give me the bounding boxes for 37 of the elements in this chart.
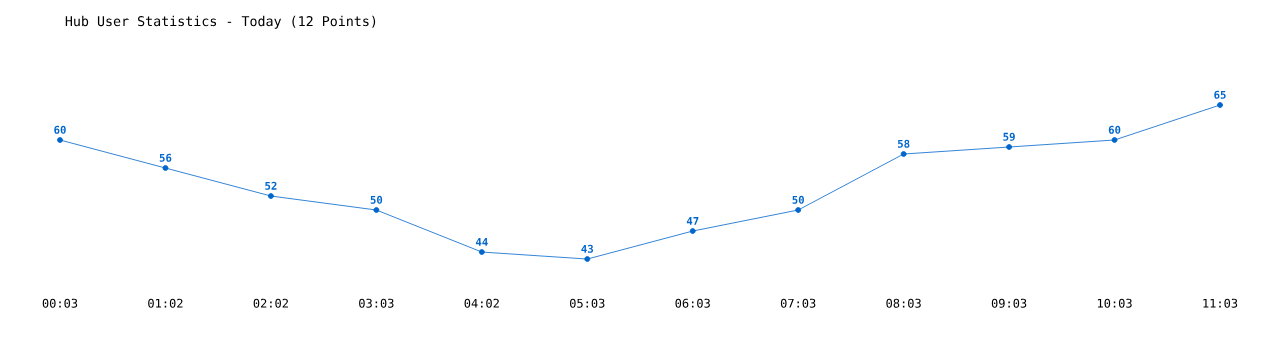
data-label: 56: [159, 153, 172, 162]
point: [373, 207, 380, 213]
x-tick-label: 06:03: [675, 298, 710, 308]
data-label: 60: [1108, 125, 1121, 134]
point: [478, 249, 485, 255]
x-tick-label: 10:03: [1097, 298, 1132, 308]
x-tick-label: 05:03: [569, 298, 605, 308]
x-tick-label: 00:03: [42, 298, 78, 308]
point: [900, 151, 907, 157]
point: [689, 228, 696, 234]
x-tick-label: 04:02: [464, 298, 499, 308]
point: [162, 165, 169, 171]
data-label: 52: [265, 181, 277, 190]
x-tick-label: 08:03: [886, 298, 921, 308]
x-tick-label: 11:03: [1203, 298, 1238, 308]
point: [795, 207, 802, 213]
data-label: 58: [897, 139, 910, 148]
data-label: 65: [1214, 90, 1226, 99]
data-label: 50: [370, 195, 383, 204]
point: [57, 137, 63, 143]
point: [267, 193, 274, 199]
data-label: 60: [54, 125, 66, 134]
point: [1006, 144, 1013, 150]
data-label: 47: [686, 217, 699, 225]
x-tick-label: 07:03: [780, 298, 816, 308]
point: [1217, 102, 1223, 108]
x-tick-label: 03:03: [359, 298, 394, 308]
x-tick-label: 09:03: [991, 298, 1027, 308]
chart-title: Hub User Statistics - Today (12 Points): [65, 15, 376, 29]
point: [1111, 137, 1118, 143]
data-label: 44: [475, 238, 488, 246]
point: [584, 256, 591, 262]
data-label: 59: [1003, 132, 1015, 141]
x-tick-label: 01:02: [148, 298, 183, 308]
data-label: 43: [581, 244, 594, 253]
data-label: 50: [792, 195, 804, 204]
x-tick-label: 02:02: [253, 298, 288, 308]
